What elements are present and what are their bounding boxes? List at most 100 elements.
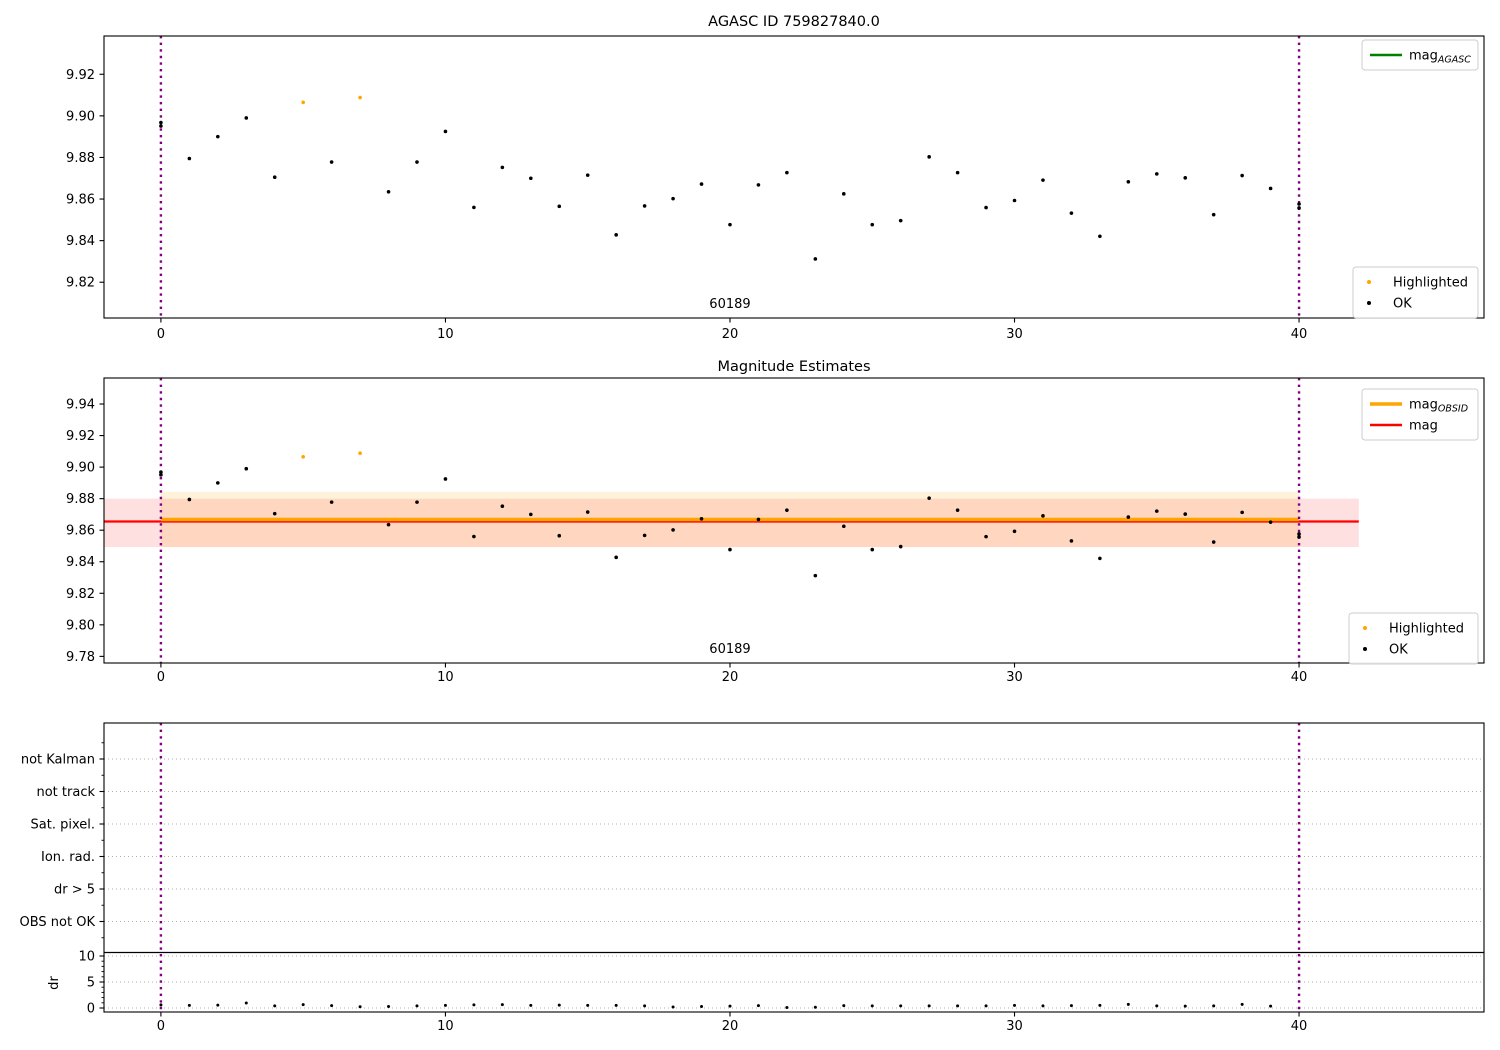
dr-point [301,1003,305,1007]
highlighted-point [301,100,305,105]
y-tick-label: 9.80 [66,618,95,633]
x-tick-label: 0 [157,1019,165,1034]
ok-point [614,555,618,560]
plot-flags-dr: not Kalman not track Sat. pixel. Ion. rad. d… [20,722,1485,1034]
dr-point [159,1003,163,1007]
ok-point [1211,540,1216,544]
dr-point [1269,1004,1273,1008]
category-label: not Kalman [21,753,95,768]
ok-point [671,196,675,201]
ok-point [1268,520,1273,524]
legend-mag-box [1361,388,1479,441]
x-tick-label: 40 [1291,1019,1308,1034]
plot-magnitude-estimates: 0 10 20 30 40 9.78 9.80 9.82 9.84 9.86 9.88 9.90 9.9… [66,359,1485,685]
ok-point [1297,532,1301,536]
dr-point [187,1003,191,1007]
x-tick-label: 20 [722,1019,739,1034]
highlighted-point [301,455,305,459]
ok-point [159,120,163,125]
ok-point [529,176,533,181]
x-tick-label: 40 [1291,670,1308,685]
ok-point [159,470,163,474]
dr-point [1183,1004,1187,1008]
dr-point [216,1003,220,1007]
y-tick-label: 9.88 [66,151,95,166]
ok-point [1297,206,1301,210]
y-tick-label: 9.82 [66,276,95,291]
x-tick-label: 0 [157,670,165,685]
plot-title: AGASC ID 759827840.0 [708,14,880,30]
ok-point [1041,178,1045,182]
ok-point [272,175,277,180]
ok-point [500,504,505,509]
ok-point [841,524,846,529]
x-tick-label: 20 [722,327,739,342]
dr-point [813,1005,817,1009]
ok-point [159,124,163,128]
category-label: Ion. rad. [41,850,95,865]
y-tick-label: 9.90 [66,109,95,124]
ok-point [557,204,562,209]
ok-point [1069,211,1074,215]
legend-entry-label: mag [1409,419,1438,434]
ok-point [1240,173,1244,178]
ok-point [642,204,647,208]
ok-point [1126,515,1131,519]
dr-point [387,1004,391,1008]
ok-point [1069,539,1074,543]
plot-agasc-id: 0 10 20 30 40 9.82 9.84 9.86 9.88 9.90 9.92 AGASC I… [66,14,1485,342]
legend-dot-sample [1363,626,1367,630]
dr-point [1155,1004,1159,1008]
x-tick-label: 30 [1006,1019,1023,1034]
y-tick-label: 9.78 [66,650,95,665]
x-tick-label: 10 [437,1019,454,1034]
ok-point [386,522,391,527]
ok-point [1012,198,1017,203]
ok-point [927,496,931,500]
plot-title: Magnitude Estimates [717,359,870,375]
legend-dot-sample [1367,280,1371,284]
series-highlighted [301,451,362,459]
dr-tick-label: 10 [78,950,95,965]
ok-point [870,547,875,552]
y-tick-label: 9.84 [66,234,95,249]
obsid-label: 60189 [709,642,750,657]
ok-point [386,189,391,194]
dr-point [358,1005,362,1009]
ok-point [1154,172,1159,176]
y-tick-label: 9.90 [66,461,95,476]
ok-point [642,533,647,538]
ok-point [216,481,220,485]
legend-entry-label: Highlighted [1393,276,1468,291]
ok-point [415,160,419,164]
ok-point [1154,509,1159,513]
ok-point [699,182,704,186]
dr-point [500,1003,504,1007]
y-tick-label: 9.94 [66,398,95,413]
ok-point [472,534,476,539]
ok-point [955,170,960,175]
x-tick-label: 20 [722,670,739,685]
ok-point [1297,535,1301,539]
axes-spine [103,377,1485,664]
ok-point [614,233,618,237]
legend-label-main: mag [1409,419,1438,434]
dr-point [472,1003,476,1007]
dr-tick-label: 5 [87,976,95,991]
ok-point [756,183,761,187]
ok-point [728,547,732,552]
dr-point [899,1004,903,1008]
ok-point [443,477,448,481]
legend-label-main: mag [1409,398,1438,413]
ok-point [1297,202,1301,206]
ok-point [927,155,931,159]
dr-point [443,1003,447,1007]
y-tick-label: 9.88 [66,492,95,507]
dr-point [671,1005,675,1009]
ok-point [472,205,476,210]
legend-mag-box [1361,39,1479,71]
legend-label-main: OK [1393,297,1412,312]
dr-point [1041,1004,1045,1008]
ok-point [443,129,448,134]
ok-point [244,116,249,120]
